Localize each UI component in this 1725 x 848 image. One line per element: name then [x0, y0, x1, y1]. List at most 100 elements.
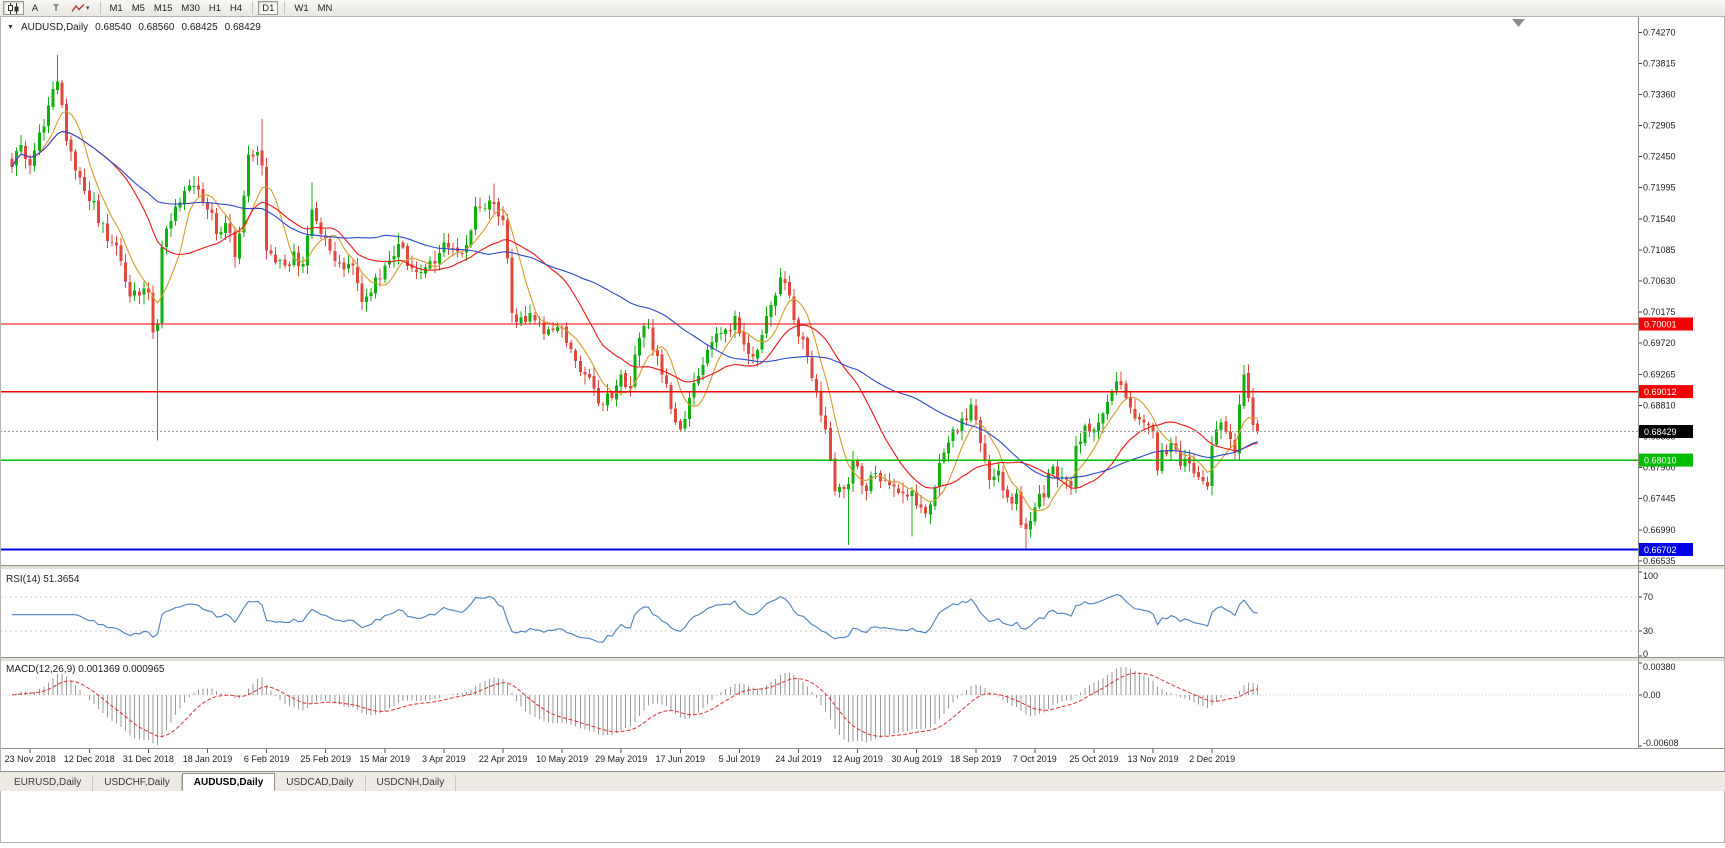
svg-text:0.72905: 0.72905 — [1643, 121, 1676, 131]
one-click-trading-toggle[interactable]: ▼ — [7, 24, 14, 31]
chart-symbol-label: AUDUSD,Daily — [20, 22, 89, 33]
svg-text:5 Jul 2019: 5 Jul 2019 — [719, 754, 761, 764]
svg-text:31 Dec 2018: 31 Dec 2018 — [123, 754, 174, 764]
svg-text:6 Feb 2019: 6 Feb 2019 — [244, 754, 290, 764]
svg-text:24 Jul 2019: 24 Jul 2019 — [775, 754, 822, 764]
timeframe-button-mn[interactable]: MN — [317, 2, 333, 14]
macd-label: MACD(12,26,9) 0.001369 0.000965 — [6, 664, 165, 675]
support-line-066702[interactable]: 0.66702 — [0, 543, 1693, 556]
svg-text:0.73815: 0.73815 — [1643, 58, 1676, 68]
svg-text:12 Aug 2019: 12 Aug 2019 — [832, 754, 883, 764]
resistance-line-070001[interactable]: 0.70001 — [0, 317, 1693, 331]
resistance-line-069012[interactable]: 0.69012 — [0, 385, 1693, 399]
svg-text:-0.00608: -0.00608 — [1643, 738, 1679, 748]
chart-tab-usdchf[interactable]: USDCHF,Daily — [93, 775, 182, 791]
macd-pane: 0.00380 0.00 -0.00608 — [0, 662, 1679, 748]
svg-text:0.00: 0.00 — [1643, 690, 1661, 700]
ma-mid-line — [11, 130, 1258, 489]
svg-text:0.68429: 0.68429 — [1644, 427, 1677, 437]
svg-text:18 Sep 2019: 18 Sep 2019 — [950, 754, 1001, 764]
chart-tabs-bar: EURUSD,Daily USDCHF,Daily AUDUSD,Daily USDC… — [0, 771, 1725, 791]
rsi-label: RSI(14) 51.3654 — [6, 574, 80, 585]
svg-text:10 May 2019: 10 May 2019 — [536, 754, 588, 764]
timeframe-button-m30[interactable]: M30 — [181, 2, 200, 14]
svg-text:0.70630: 0.70630 — [1643, 276, 1676, 286]
svg-text:0.70001: 0.70001 — [1644, 320, 1677, 330]
svg-text:13 Nov 2019: 13 Nov 2019 — [1127, 754, 1178, 764]
chart-shift-marker-icon[interactable] — [1512, 19, 1525, 27]
svg-text:0.69720: 0.69720 — [1643, 338, 1676, 348]
svg-text:22 Apr 2019: 22 Apr 2019 — [479, 754, 528, 764]
svg-text:0.69012: 0.69012 — [1644, 387, 1677, 397]
chart-open-value: 0.68540 — [95, 22, 132, 33]
svg-text:0.74270: 0.74270 — [1643, 27, 1676, 37]
svg-text:25 Feb 2019: 25 Feb 2019 — [300, 754, 351, 764]
svg-text:0.71540: 0.71540 — [1643, 214, 1676, 224]
timeframe-button-m15[interactable]: M15 — [153, 2, 173, 14]
macd-signal-line — [11, 672, 1258, 738]
svg-text:18 Jan 2019: 18 Jan 2019 — [183, 754, 233, 764]
text-tool-button[interactable]: T — [53, 2, 59, 14]
svg-text:0.67445: 0.67445 — [1643, 494, 1676, 504]
svg-text:0.71085: 0.71085 — [1643, 245, 1676, 255]
time-scale[interactable]: 23 Nov 2018 12 Dec 2018 31 Dec 2018 18 Jan … — [5, 749, 1235, 764]
toolbar: A T ▾ M1 M5 M15 M30 H1 H4 D1 W1 MN — [0, 0, 1725, 17]
svg-text:0: 0 — [1643, 649, 1648, 659]
pane-splitter[interactable] — [0, 657, 1725, 662]
svg-text:7 Oct 2019: 7 Oct 2019 — [1013, 754, 1057, 764]
ma-slow-line — [11, 130, 1258, 479]
svg-text:0.72450: 0.72450 — [1643, 152, 1676, 162]
svg-text:0.71995: 0.71995 — [1643, 183, 1676, 193]
toolbar-separator — [284, 2, 286, 14]
svg-text:17 Jun 2019: 17 Jun 2019 — [656, 754, 706, 764]
timeframe-button-h4[interactable]: H4 — [230, 2, 243, 14]
pane-splitter[interactable] — [0, 565, 1725, 570]
rsi-header: RSI(14) 51.3654 — [6, 574, 79, 585]
svg-text:25 Oct 2019: 25 Oct 2019 — [1069, 754, 1118, 764]
candlestick-icon — [8, 2, 19, 14]
chart-low-value: 0.68425 — [181, 22, 218, 33]
svg-text:0.68010: 0.68010 — [1644, 456, 1677, 466]
timeframe-button-m5[interactable]: M5 — [131, 2, 145, 14]
svg-text:0.66535: 0.66535 — [1643, 556, 1676, 566]
current-price-marker: 0.68429 — [0, 425, 1693, 438]
timeframe-button-m1[interactable]: M1 — [109, 2, 123, 14]
chart-high-value: 0.68560 — [138, 22, 175, 33]
timeframe-button-h1[interactable]: H1 — [208, 2, 222, 14]
svg-text:100: 100 — [1643, 571, 1658, 581]
chart-tab-usdcnh[interactable]: USDCNH,Daily — [366, 775, 457, 791]
support-line-068010[interactable]: 0.68010 — [0, 453, 1693, 467]
svg-text:0.70175: 0.70175 — [1643, 307, 1676, 317]
svg-text:70: 70 — [1643, 592, 1653, 602]
svg-text:0.68810: 0.68810 — [1643, 400, 1676, 410]
chart-ohlc-header: ▼ AUDUSD,Daily 0.68540 0.68560 0.68425 0… — [7, 22, 261, 33]
svg-text:0.00380: 0.00380 — [1643, 662, 1676, 672]
chart-tab-usdcad[interactable]: USDCAD,Daily — [275, 775, 366, 791]
toolbar-separator — [99, 2, 101, 14]
chart-tab-eurusd[interactable]: EURUSD,Daily — [3, 775, 94, 791]
timeframe-button-w1[interactable]: W1 — [294, 2, 309, 14]
svg-text:0.66702: 0.66702 — [1644, 545, 1677, 555]
ma-fast-line — [11, 110, 1258, 512]
text-label-tool-button[interactable]: A — [31, 2, 39, 14]
timeframe-button-d1[interactable]: D1 — [258, 1, 279, 15]
svg-text:0.69265: 0.69265 — [1643, 369, 1676, 379]
svg-text:30: 30 — [1643, 626, 1653, 636]
svg-text:30 Aug 2019: 30 Aug 2019 — [891, 754, 942, 764]
chart-close-value: 0.68429 — [224, 22, 261, 33]
svg-text:23 Nov 2018: 23 Nov 2018 — [5, 754, 56, 764]
chart-tab-audusd[interactable]: AUDUSD,Daily — [181, 773, 276, 791]
indicators-dropdown-button[interactable]: ▾ — [67, 1, 94, 15]
svg-text:12 Dec 2018: 12 Dec 2018 — [64, 754, 115, 764]
rsi-line — [12, 593, 1258, 643]
macd-header: MACD(12,26,9) 0.001369 0.000965 — [6, 664, 164, 675]
toolbar-separator — [252, 2, 254, 14]
svg-text:0.73360: 0.73360 — [1643, 89, 1676, 99]
svg-text:0.67900: 0.67900 — [1643, 463, 1676, 473]
candlestick-chart-mode-button[interactable] — [3, 1, 24, 15]
svg-text:3 Apr 2019: 3 Apr 2019 — [422, 754, 466, 764]
dropdown-caret-icon: ▾ — [86, 5, 90, 12]
